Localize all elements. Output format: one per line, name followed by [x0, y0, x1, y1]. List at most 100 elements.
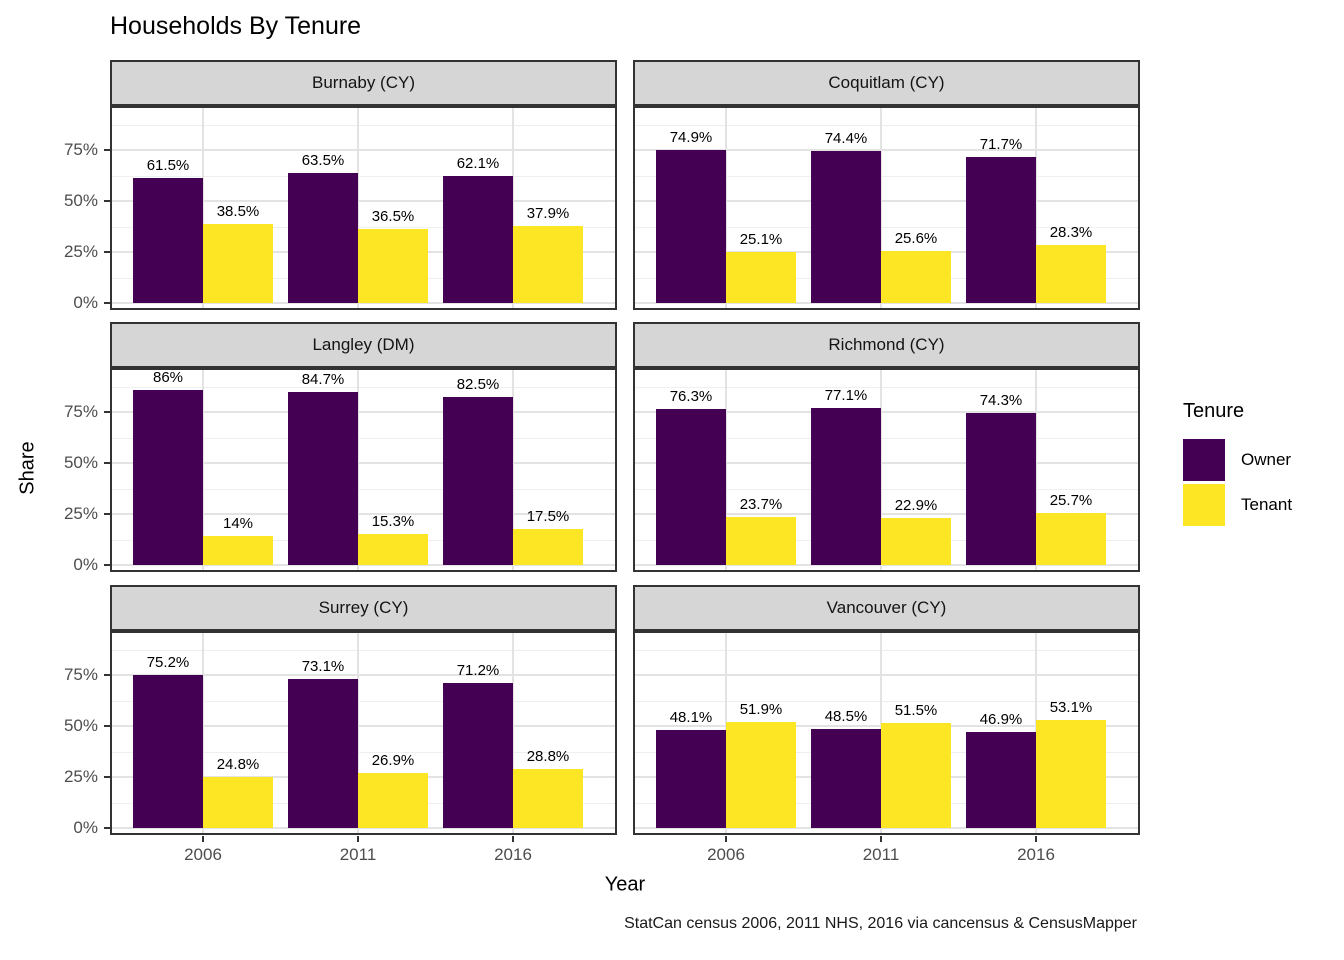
bar-value-label: 22.9%	[894, 497, 938, 515]
bar-value-label: 74.3%	[979, 392, 1023, 410]
facet-strip: Coquitlam (CY)	[633, 60, 1140, 106]
owner-bar	[443, 176, 513, 303]
grid-minor-h	[112, 124, 615, 126]
bar-value-label: 48.1%	[669, 708, 713, 726]
facet-strip: Burnaby (CY)	[110, 60, 617, 106]
y-tick-label: 50%	[63, 453, 98, 472]
bar-value-label: 28.3%	[1049, 224, 1093, 242]
bar-value-label: 48.5%	[824, 708, 868, 726]
bar-value-label: 15.3%	[371, 512, 415, 530]
bar-value-label: 63.5%	[301, 152, 345, 170]
tenant-bar	[358, 773, 428, 828]
facet-panel: 75.2% 73.1% 71.2% 24.8% 26.9% 28.8%	[110, 631, 617, 835]
owner-bar	[133, 674, 203, 828]
caption: StatCan census 2006, 2011 NHS, 2016 via …	[624, 915, 1137, 932]
x-axis-tick	[512, 836, 514, 842]
x-tick-label: 2006	[707, 845, 745, 864]
tenant-bar	[513, 529, 583, 565]
owner-bar	[288, 173, 358, 303]
owner-bar	[133, 389, 203, 565]
grid-minor-h	[112, 488, 615, 490]
x-axis-tick	[1035, 836, 1037, 842]
grid-major-v	[202, 633, 204, 833]
x-axis-tick	[880, 836, 882, 842]
y-tick-label: 25%	[63, 504, 98, 523]
legend: Tenure Owner Tenant	[1183, 400, 1292, 529]
grid-major-v	[357, 108, 359, 308]
facet-strip: Surrey (CY)	[110, 585, 617, 631]
tenant-bar	[513, 225, 583, 303]
owner-bar	[966, 413, 1036, 565]
x-axis-tick	[202, 836, 204, 842]
facet-strip: Vancouver (CY)	[633, 585, 1140, 631]
facet-title: Vancouver (CY)	[826, 598, 947, 617]
owner-bar	[288, 678, 358, 828]
x-tick-label: 2006	[184, 845, 222, 864]
owner-bar	[288, 392, 358, 565]
grid-minor-h	[635, 700, 1138, 702]
bar-value-label: 51.9%	[739, 701, 783, 719]
grid-minor-h	[112, 437, 615, 439]
tenant-bar	[881, 518, 951, 565]
bar-value-label: 36.5%	[371, 207, 415, 225]
grid-major-h	[112, 674, 615, 676]
x-tick-label: 2011	[862, 845, 900, 864]
grid-minor-h	[112, 386, 615, 388]
grid-minor-h	[112, 751, 615, 753]
bar-value-label: 75.2%	[146, 653, 190, 671]
owner-bar	[656, 729, 726, 828]
owner-swatch	[1183, 439, 1225, 481]
bar-value-label: 46.9%	[979, 711, 1023, 729]
grid-major-v	[202, 108, 204, 308]
y-tick-label: 25%	[63, 242, 98, 261]
grid-major-h	[112, 513, 615, 515]
grid-minor-h	[635, 226, 1138, 228]
grid-major-h	[112, 302, 615, 304]
y-tick-label: 0%	[73, 818, 98, 837]
grid-major-h	[112, 725, 615, 727]
x-axis-tick	[725, 836, 727, 842]
plot-title: Households By Tenure	[110, 12, 362, 40]
grid-minor-h	[635, 488, 1138, 490]
tenant-bar	[203, 224, 273, 303]
tenant-bar	[203, 536, 273, 565]
facet-title: Coquitlam (CY)	[828, 73, 945, 92]
tenant-bar	[203, 777, 273, 828]
y-axis-tick	[104, 251, 110, 253]
y-axis-title: Share	[16, 441, 39, 495]
grid-major-h	[635, 462, 1138, 464]
y-tick-label: 0%	[73, 555, 98, 574]
tenant-bar	[358, 533, 428, 565]
grid-major-h	[112, 200, 615, 202]
tenant-bar	[726, 516, 796, 565]
grid-major-v	[725, 108, 727, 308]
tenant-bar	[726, 722, 796, 828]
x-axis-tick	[357, 836, 359, 842]
grid-major-v	[1035, 370, 1037, 570]
bar-value-label: 51.5%	[894, 701, 938, 719]
y-tick-label: 75%	[63, 665, 98, 684]
facet-strip: Richmond (CY)	[633, 322, 1140, 368]
bar-value-label: 25.7%	[1049, 491, 1093, 509]
grid-minor-h	[112, 175, 615, 177]
grid-major-v	[725, 370, 727, 570]
bar-value-label: 76.3%	[669, 388, 713, 406]
bar-value-label: 77.1%	[824, 386, 868, 404]
grid-major-v	[1035, 108, 1037, 308]
bar-value-label: 62.1%	[456, 155, 500, 173]
bar-value-label: 37.9%	[526, 204, 570, 222]
bar-value-label: 74.4%	[824, 130, 868, 148]
grid-major-h	[112, 564, 615, 566]
bar-value-label: 53.1%	[1049, 698, 1093, 716]
y-tick-label: 50%	[63, 716, 98, 735]
owner-bar	[811, 151, 881, 303]
facet-strip: Langley (DM)	[110, 322, 617, 368]
owner-bar	[656, 409, 726, 565]
grid-minor-h	[635, 175, 1138, 177]
bar-value-label: 25.6%	[894, 229, 938, 247]
owner-bar	[966, 732, 1036, 828]
bar-value-label: 61.5%	[146, 156, 190, 174]
owner-bar	[811, 407, 881, 565]
facet-title: Burnaby (CY)	[312, 73, 415, 92]
